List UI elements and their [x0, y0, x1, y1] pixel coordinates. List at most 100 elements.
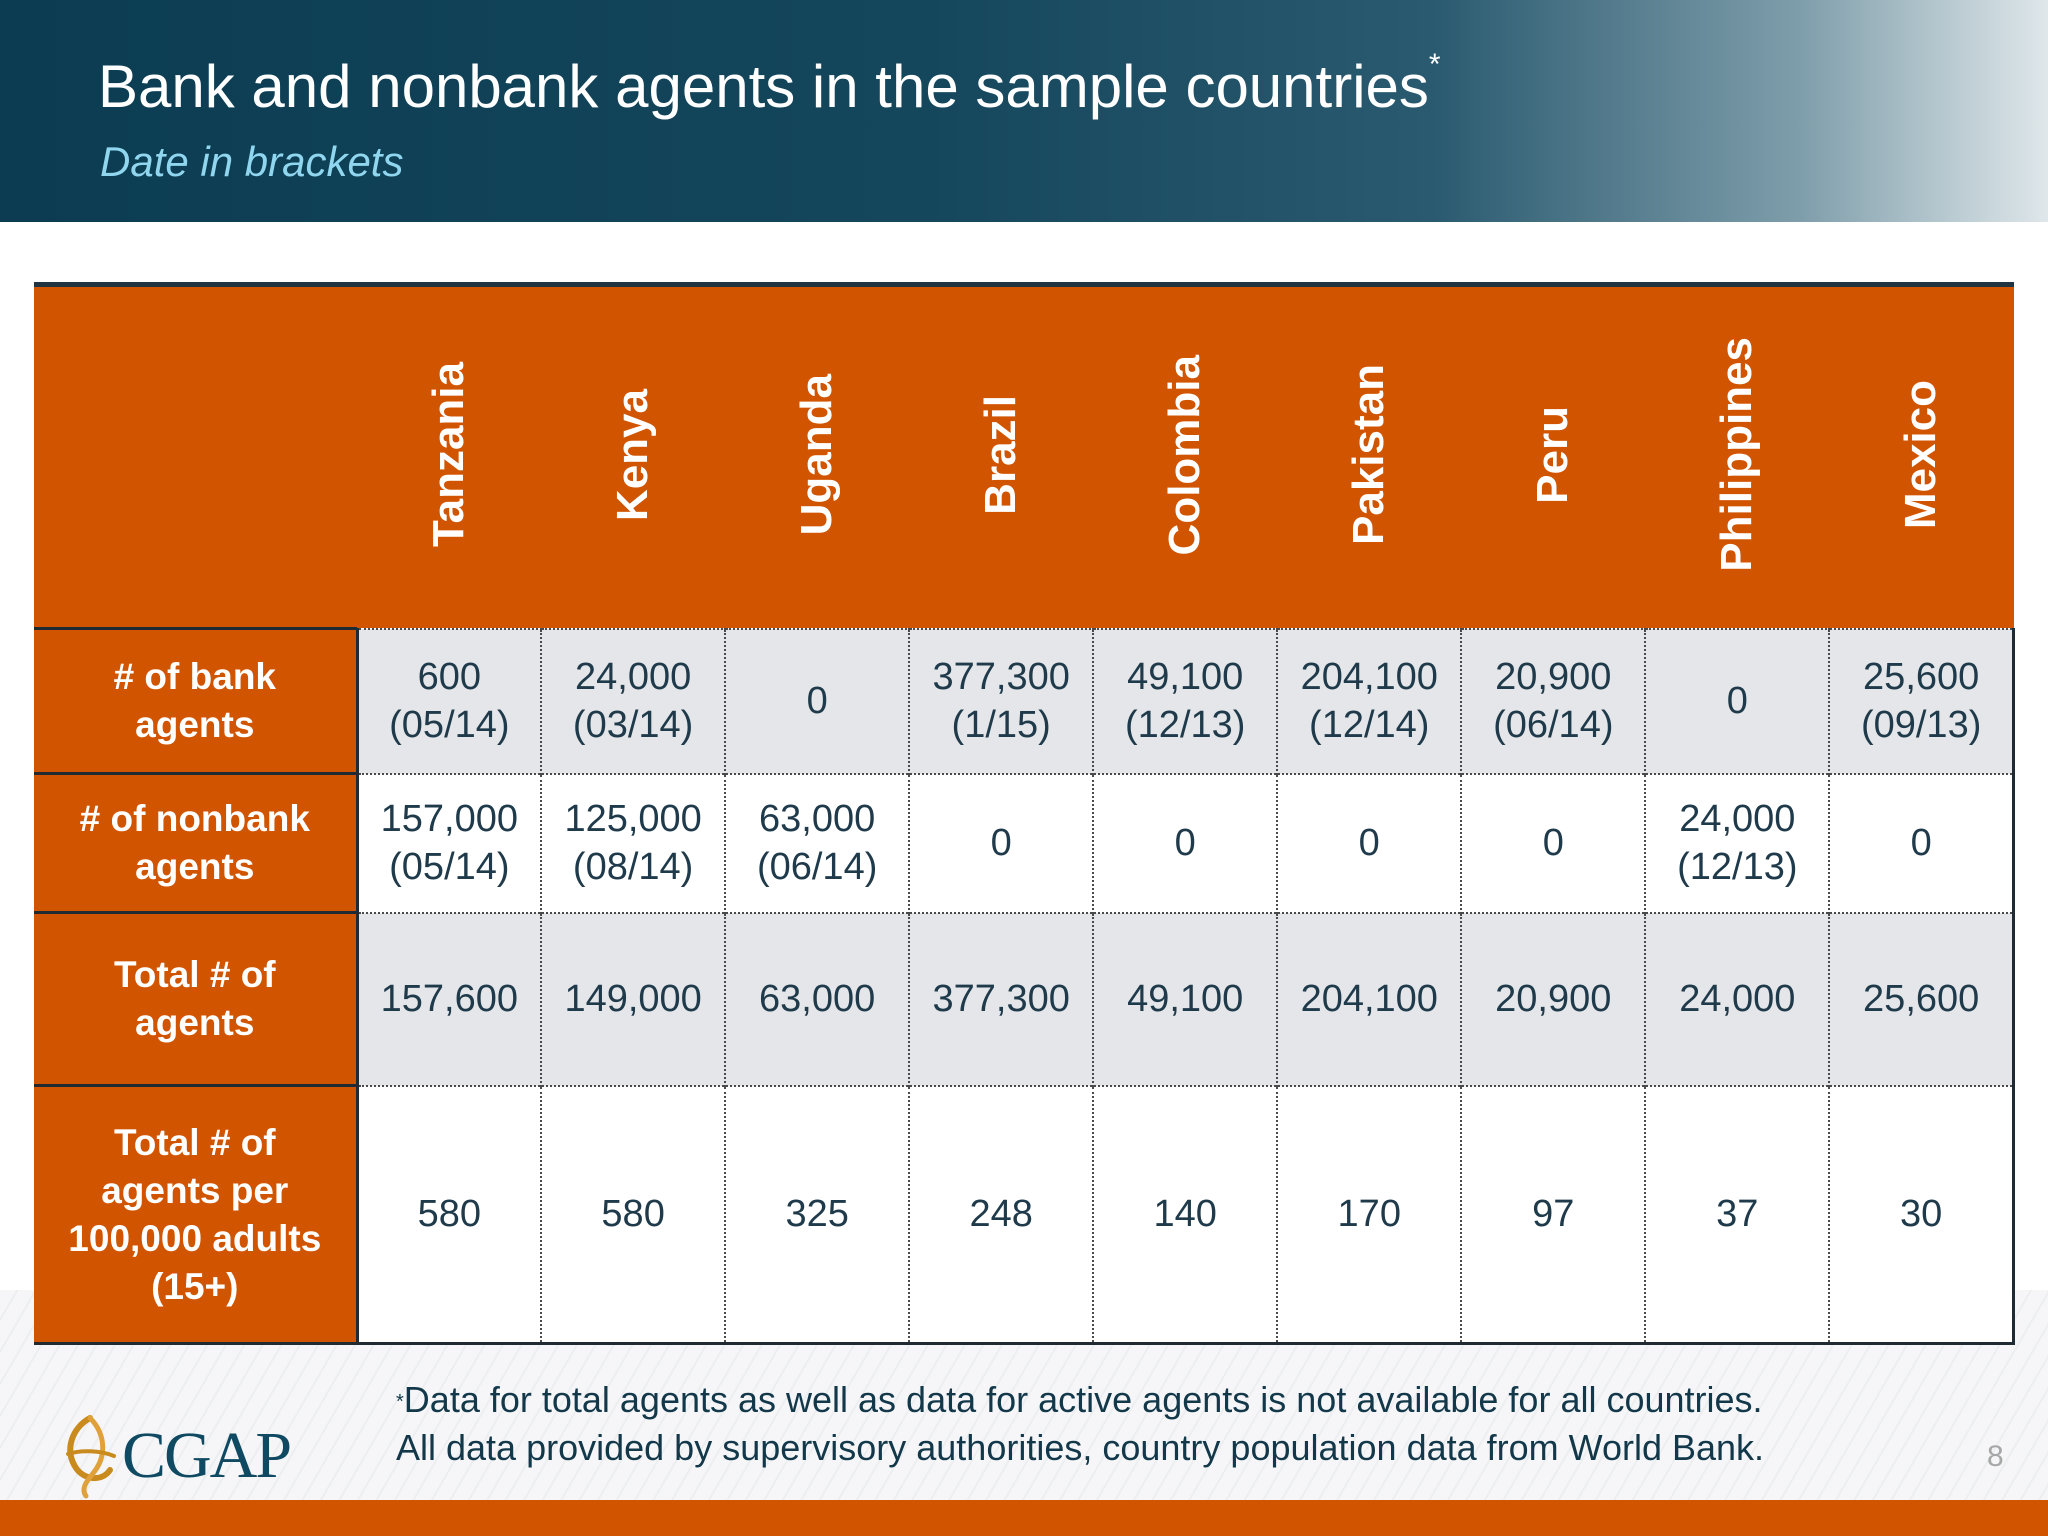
cell-date: (05/14)	[389, 846, 510, 888]
cell-value: 0	[1542, 822, 1564, 864]
country-header-row: Tanzania Kenya Uganda Brazil Colombia Pa…	[34, 284, 2014, 629]
cell-date: (05/14)	[389, 704, 510, 746]
cell-value: 97	[1532, 1193, 1575, 1236]
table-cell: 325	[724, 1084, 910, 1344]
footnote-line-2: All data provided by supervisory authori…	[396, 1427, 1765, 1468]
table-cell: 204,100	[1276, 911, 1462, 1086]
cell-value: 149,000	[564, 978, 702, 1020]
cell-value: 0	[806, 680, 828, 722]
cell-value: 0	[1726, 680, 1748, 722]
cell-value: 580	[601, 1193, 665, 1236]
table-cell: 20,900 (06/14)	[1460, 627, 1646, 774]
row-label: # of bank agents	[34, 627, 359, 774]
table-cell: 0	[1644, 627, 1830, 774]
cell-value: 580	[417, 1193, 482, 1236]
country-name: Brazil	[976, 394, 1026, 515]
table-cell: 157,000 (05/14)	[357, 772, 542, 913]
bottom-accent-bar	[0, 1500, 2048, 1536]
country-name: Mexico	[1896, 380, 1946, 530]
table-cell: 157,600	[357, 911, 542, 1086]
cell-value: 24,000	[575, 656, 692, 698]
country-header: Philippines	[1645, 284, 1830, 629]
cell-value: 0	[1174, 822, 1196, 864]
cell-value: 600	[417, 656, 482, 698]
table-cell: 0	[1460, 772, 1646, 913]
cell-value: 25,600	[1863, 978, 1980, 1020]
cell-date: (12/13)	[1677, 846, 1798, 888]
cell-value: 49,100	[1127, 978, 1244, 1020]
logo-swirl-icon	[66, 1415, 116, 1499]
cell-value: 157,600	[380, 978, 519, 1020]
slide-title-text: Bank and nonbank agents in the sample co…	[98, 53, 1429, 120]
cell-value: 377,300	[932, 978, 1070, 1020]
country-name: Colombia	[1160, 354, 1210, 555]
cell-value: 125,000	[564, 798, 702, 840]
table-cell: 0	[1828, 772, 2016, 913]
country-header: Brazil	[909, 284, 1094, 629]
footnote-marker: *	[396, 1391, 404, 1413]
slide-title: Bank and nonbank agents in the sample co…	[98, 48, 1441, 121]
table-cell: 97	[1460, 1084, 1646, 1344]
table-cell: 170	[1276, 1084, 1462, 1344]
table-row: Total # of agents 157,600 149,000 63,000 377…	[34, 911, 2016, 1086]
country-name: Kenya	[608, 388, 658, 521]
page-number: 8	[1987, 1440, 2004, 1473]
table-cell: 140	[1092, 1084, 1278, 1344]
cell-value: 20,900	[1495, 656, 1612, 698]
table-cell: 24,000 (12/13)	[1644, 772, 1830, 913]
table-cell: 377,300	[908, 911, 1094, 1086]
table-cell: 580	[540, 1084, 726, 1344]
table-cell: 248	[908, 1084, 1094, 1344]
cell-value: 24,000	[1679, 798, 1796, 840]
cell-date: (12/14)	[1309, 704, 1430, 746]
country-header: Pakistan	[1277, 284, 1462, 629]
table-cell: 125,000 (08/14)	[540, 772, 726, 913]
cell-value: 20,900	[1495, 978, 1612, 1020]
table-cell: 37	[1644, 1084, 1830, 1344]
cell-date: (03/14)	[572, 704, 694, 746]
slide-header: Bank and nonbank agents in the sample co…	[0, 0, 2048, 222]
row-label: # of nonbank agents	[34, 772, 359, 913]
cell-value: 204,100	[1300, 978, 1438, 1020]
cell-date: (12/13)	[1125, 704, 1246, 746]
table-row: # of bank agents 600 (05/14) 24,000 (03/14) 0…	[34, 627, 2016, 774]
cell-date: (08/14)	[572, 846, 694, 888]
table-cell: 204,100 (12/14)	[1276, 627, 1462, 774]
cell-value: 0	[990, 822, 1012, 864]
header-corner	[34, 284, 358, 629]
cell-value: 377,300	[932, 656, 1070, 698]
country-header: Tanzania	[357, 284, 542, 629]
cell-value: 49,100	[1127, 656, 1244, 698]
country-name: Peru	[1528, 405, 1578, 504]
table-body: # of bank agents 600 (05/14) 24,000 (03/14) 0…	[34, 627, 2016, 1344]
cell-value: 204,100	[1300, 656, 1438, 698]
table-cell: 25,600 (09/13)	[1828, 627, 2016, 774]
table-cell: 600 (05/14)	[357, 627, 542, 774]
table-cell: 0	[1092, 772, 1278, 913]
footnote-text-1: Data for total agents as well as data fo…	[403, 1379, 1763, 1420]
cell-value: 25,600	[1863, 656, 1980, 698]
agents-table: Tanzania Kenya Uganda Brazil Colombia Pa…	[34, 282, 2016, 1345]
table-row: Total # of agents per 100,000 adults (15…	[34, 1084, 2016, 1344]
cell-value: 0	[1358, 822, 1380, 864]
cell-date: (09/13)	[1860, 704, 1982, 746]
table-cell: 25,600	[1828, 911, 2016, 1086]
cell-value: 170	[1337, 1193, 1401, 1236]
cell-value: 325	[785, 1193, 849, 1236]
row-label: Total # of agents per 100,000 adults (15…	[34, 1084, 359, 1344]
country-name: Tanzania	[424, 362, 474, 548]
table-cell: 24,000	[1644, 911, 1830, 1086]
cell-value: 0	[1910, 822, 1932, 864]
logo-wordmark: CGAP	[122, 1419, 292, 1492]
cell-value: 63,000	[759, 798, 876, 840]
country-name: Uganda	[792, 374, 842, 536]
table-cell: 49,100	[1092, 911, 1278, 1086]
cell-date: (06/14)	[1493, 704, 1614, 746]
cell-value: 37	[1716, 1193, 1759, 1236]
footnote-line-1: *Data for total agents as well as data f…	[396, 1376, 1764, 1424]
country-header: Kenya	[541, 284, 726, 629]
cell-value: 63,000	[759, 978, 876, 1020]
country-header: Mexico	[1829, 284, 2014, 629]
cell-value: 24,000	[1679, 978, 1796, 1020]
table-cell: 30	[1828, 1084, 2016, 1344]
